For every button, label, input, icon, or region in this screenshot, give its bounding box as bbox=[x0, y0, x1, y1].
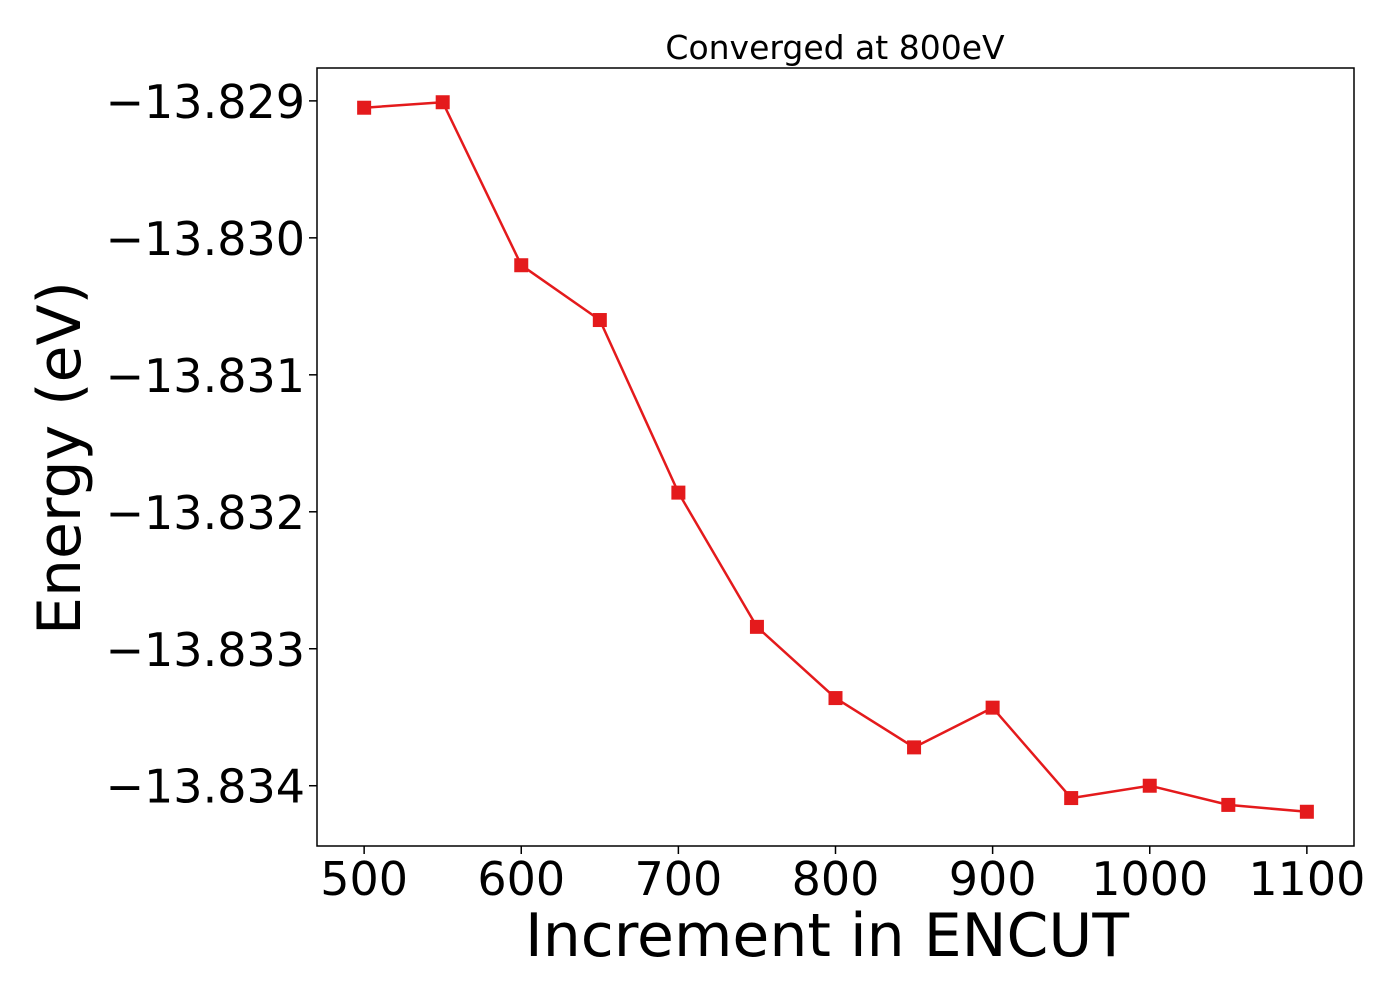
data-point-marker bbox=[1299, 804, 1314, 819]
x-axis-label: Increment in ENCUT bbox=[525, 901, 1129, 971]
y-tick-label: −13.834 bbox=[106, 760, 306, 814]
y-tick-label: −13.833 bbox=[106, 623, 306, 677]
x-tick-label: 1000 bbox=[1091, 852, 1208, 906]
chart-title: Converged at 800eV bbox=[665, 28, 1005, 67]
axis-ticks: 500 600 700 800 900 1000 1100 −13.829 −13.830 −13… bbox=[106, 75, 1366, 906]
data-point-marker bbox=[828, 691, 843, 706]
y-tick-label: −13.832 bbox=[106, 486, 306, 540]
data-point-marker bbox=[357, 100, 372, 115]
x-tick-label: 900 bbox=[949, 852, 1037, 906]
data-point-marker bbox=[671, 485, 686, 500]
x-tick-label: 800 bbox=[792, 852, 880, 906]
data-point-marker bbox=[1064, 791, 1079, 806]
data-point-marker bbox=[435, 95, 450, 110]
data-point-marker bbox=[749, 619, 764, 634]
data-point-marker bbox=[985, 700, 1000, 715]
data-point-marker bbox=[514, 258, 529, 273]
plot-frame bbox=[316, 67, 1355, 847]
data-point-marker bbox=[907, 740, 922, 755]
x-tick-label: 600 bbox=[477, 852, 565, 906]
x-tick-label: 1100 bbox=[1248, 852, 1365, 906]
data-point-marker bbox=[592, 313, 607, 328]
y-tick-label: −13.829 bbox=[106, 75, 306, 129]
data-point-marker bbox=[1221, 797, 1236, 812]
plot-area bbox=[357, 95, 1314, 819]
series-line bbox=[364, 100, 1308, 814]
y-tick-label: −13.830 bbox=[106, 212, 306, 266]
x-tick-label: 700 bbox=[634, 852, 722, 906]
y-tick-label: −13.831 bbox=[106, 349, 306, 403]
x-tick-label: 500 bbox=[320, 852, 408, 906]
data-point-marker bbox=[1142, 778, 1157, 793]
y-axis-label: Energy (eV) bbox=[25, 281, 95, 635]
